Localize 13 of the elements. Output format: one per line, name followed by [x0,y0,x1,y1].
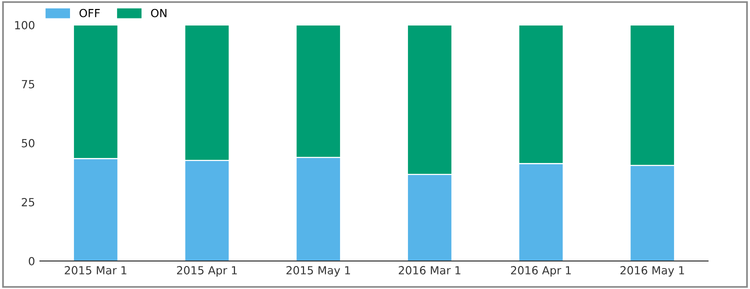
y-tick-label: 25 [22,198,34,206]
x-tick-label: 2016 Apr 1 [511,266,571,277]
legend-label: ON [151,8,166,18]
y-tick-label: 50 [22,138,34,148]
y-tick-label: 100 [15,20,34,30]
legend-label: OFF [80,8,100,18]
y-tick-label: 75 [22,80,34,88]
x-tick-label: 2015 Apr 1 [177,266,237,277]
x-tick-label: 2015 May 1 [286,266,350,277]
x-tick-label: 2016 May 1 [620,266,684,277]
y-tick-label: 0 [28,256,34,266]
x-tick-label: 2015 Mar 1 [64,266,126,274]
x-tick-label: 2016 Mar 1 [398,266,460,274]
